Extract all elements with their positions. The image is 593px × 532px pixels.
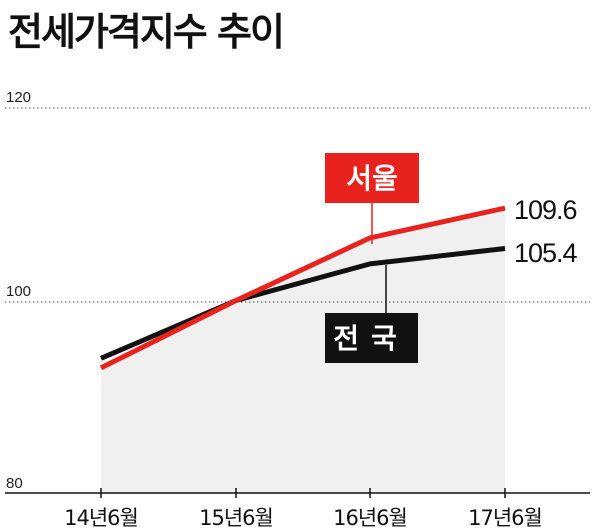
series-line-national [100, 246, 506, 361]
x-tick-label-3: 17년6월 [468, 506, 542, 530]
y-tick-80: 80 [6, 475, 23, 492]
legend-tag-seoul-label: 서울 [346, 162, 398, 195]
x-tick-label-0: 14년6월 [64, 506, 138, 530]
legend-tag-seoul [325, 153, 419, 203]
x-tick-label-2: 16년6월 [333, 506, 407, 530]
end-label-national: 105.4 [514, 238, 578, 268]
y-tick-100: 100 [6, 283, 31, 300]
chart-title: 전세가격지수 추이 [8, 10, 285, 54]
series-line-seoul [99, 205, 506, 371]
legend-tag-national [325, 313, 418, 363]
legend-tag-national-label: 전국 [333, 322, 409, 355]
end-label-seoul: 109.6 [514, 195, 577, 225]
x-tick-label-1: 15년6월 [199, 506, 273, 530]
y-tick-120: 120 [6, 89, 31, 106]
seoul-area-fill [101, 208, 505, 493]
